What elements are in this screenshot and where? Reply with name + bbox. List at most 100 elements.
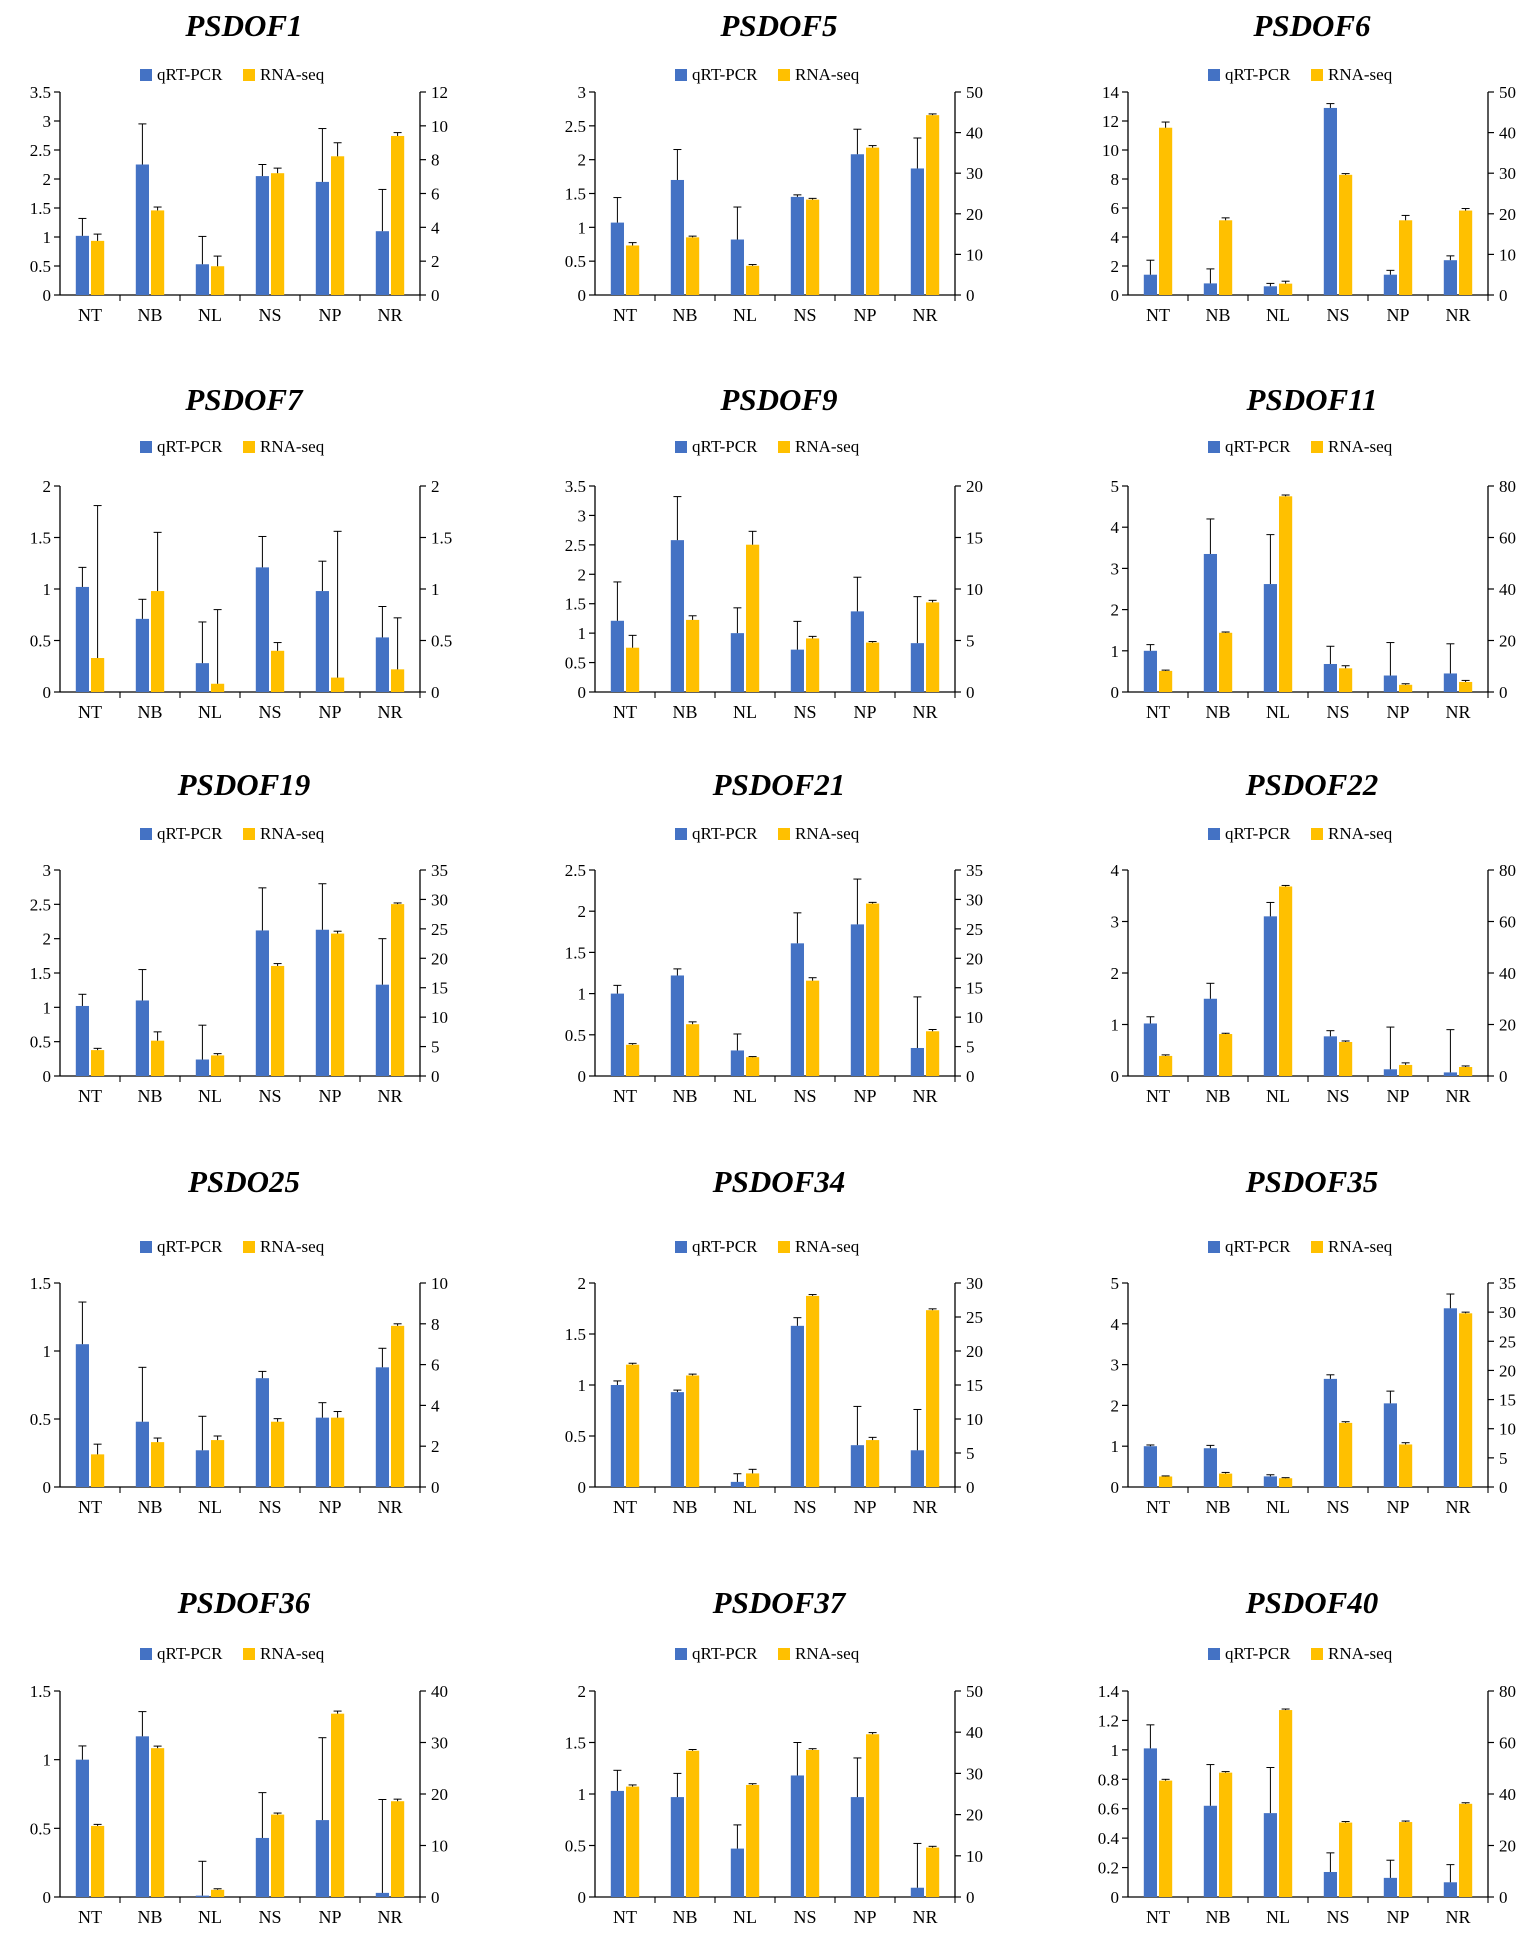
right-tick-label: 0 xyxy=(1499,683,1508,702)
left-tick-label: 1 xyxy=(1111,642,1120,661)
bar-qrt-pcr xyxy=(315,181,329,295)
legend-swatch-rna-seq xyxy=(1311,1648,1323,1660)
left-tick-label: 3 xyxy=(1111,913,1120,932)
right-tick-label: 0 xyxy=(966,683,975,702)
bar-rna-seq xyxy=(1459,210,1473,295)
x-category-label: NP xyxy=(318,305,341,325)
legend-label-rna-seq: RNA-seq xyxy=(795,824,860,843)
left-tick-label: 0 xyxy=(43,286,52,305)
legend-swatch-rna-seq xyxy=(778,69,790,81)
x-category-label: NR xyxy=(377,1497,402,1517)
bar-rna-seq xyxy=(1279,283,1293,295)
bar-qrt-pcr xyxy=(375,1367,389,1487)
right-tick-label: 5 xyxy=(431,1038,440,1057)
bar-rna-seq xyxy=(1339,1042,1353,1076)
bar-rna-seq xyxy=(926,1031,940,1076)
x-category-label: NP xyxy=(853,702,876,722)
bar-qrt-pcr xyxy=(1443,1072,1457,1076)
right-tick-label: 1.5 xyxy=(431,529,452,548)
left-tick-label: 4 xyxy=(1111,1315,1120,1334)
bar-rna-seq xyxy=(1219,1473,1233,1487)
bar-rna-seq xyxy=(391,669,405,692)
left-tick-label: 1.5 xyxy=(565,943,586,962)
chart-title: PSDOF6 xyxy=(1252,8,1371,43)
legend-swatch-rna-seq xyxy=(243,69,255,81)
chart-title: PSDO25 xyxy=(187,1164,300,1199)
x-category-label: NS xyxy=(258,1497,281,1517)
right-tick-label: 2 xyxy=(431,477,440,496)
right-tick-label: 20 xyxy=(431,949,448,968)
right-tick-label: 10 xyxy=(966,1410,983,1429)
bar-qrt-pcr xyxy=(1203,283,1217,295)
x-category-label: NT xyxy=(1146,305,1170,325)
legend-swatch-rna-seq xyxy=(1311,69,1323,81)
legend-label-qrt-pcr: qRT-PCR xyxy=(692,1644,758,1663)
right-tick-label: 20 xyxy=(1499,632,1516,651)
x-category-label: NL xyxy=(1266,1086,1290,1106)
x-category-label: NP xyxy=(1386,1907,1409,1927)
left-tick-label: 2.5 xyxy=(565,861,586,880)
left-tick-label: 4 xyxy=(1111,518,1120,537)
legend-swatch-qrt-pcr xyxy=(140,1648,152,1660)
legend-label-qrt-pcr: qRT-PCR xyxy=(1225,1237,1291,1256)
x-category-label: NL xyxy=(198,1497,222,1517)
right-tick-label: 40 xyxy=(1499,124,1516,143)
x-category-label: NR xyxy=(377,1907,402,1927)
legend-swatch-qrt-pcr xyxy=(1208,69,1220,81)
left-tick-label: 0 xyxy=(578,683,587,702)
bar-qrt-pcr xyxy=(850,924,864,1076)
bar-rna-seq xyxy=(331,933,345,1076)
chart-panel: PSDOF11 qRT-PCR RNA-seq 0 1 2 3 4 5 0 20 40 60 80 NT NB… xyxy=(1111,382,1517,722)
left-tick-label: 1 xyxy=(43,998,52,1017)
bar-qrt-pcr xyxy=(75,586,89,692)
right-tick-label: 40 xyxy=(966,124,983,143)
bar-qrt-pcr xyxy=(195,264,209,295)
x-category-label: NB xyxy=(137,1497,162,1517)
bar-qrt-pcr xyxy=(670,975,684,1076)
left-tick-label: 2 xyxy=(578,902,587,921)
chart-title: PSDOF1 xyxy=(184,8,302,43)
bar-qrt-pcr xyxy=(1443,673,1457,692)
x-category-label: NS xyxy=(793,1497,816,1517)
left-tick-label: 1.5 xyxy=(565,1325,586,1344)
right-tick-label: 2 xyxy=(431,252,440,271)
bar-qrt-pcr xyxy=(375,637,389,692)
x-category-label: NL xyxy=(1266,305,1290,325)
bar-qrt-pcr xyxy=(375,231,389,295)
x-category-label: NR xyxy=(912,305,937,325)
bar-qrt-pcr xyxy=(1323,1378,1337,1487)
x-category-label: NT xyxy=(1146,702,1170,722)
right-tick-label: 0 xyxy=(1499,1067,1508,1086)
x-category-label: NR xyxy=(377,305,402,325)
bar-qrt-pcr xyxy=(1263,1476,1277,1487)
right-tick-label: 12 xyxy=(431,83,448,102)
left-tick-label: 0 xyxy=(43,1478,52,1497)
x-category-label: NT xyxy=(78,305,102,325)
left-tick-label: 2 xyxy=(1111,964,1120,983)
chart-title: PSDOF40 xyxy=(1245,1585,1379,1620)
left-tick-label: 14 xyxy=(1102,83,1120,102)
left-tick-label: 4 xyxy=(1111,861,1120,880)
chart-panel: PSDO25 qRT-PCR RNA-seq 0 0.5 1 1.5 0 2 4 6 8 10 NT NB N… xyxy=(30,1164,448,1517)
x-category-label: NT xyxy=(613,1497,637,1517)
bar-rna-seq xyxy=(271,650,285,692)
x-category-label: NT xyxy=(613,702,637,722)
bar-qrt-pcr xyxy=(255,1837,269,1897)
legend-label-qrt-pcr: qRT-PCR xyxy=(157,437,223,456)
left-tick-label: 1 xyxy=(43,580,52,599)
bar-qrt-pcr xyxy=(1383,274,1397,295)
left-tick-label: 0.8 xyxy=(1098,1770,1119,1789)
x-category-label: NL xyxy=(1266,1907,1290,1927)
bar-qrt-pcr xyxy=(135,1421,149,1487)
bar-qrt-pcr xyxy=(1443,260,1457,295)
bar-qrt-pcr xyxy=(195,1059,209,1076)
left-tick-label: 12 xyxy=(1102,112,1119,131)
bar-rna-seq xyxy=(1159,1055,1173,1076)
legend-swatch-rna-seq xyxy=(778,1241,790,1253)
bar-rna-seq xyxy=(686,237,700,295)
right-tick-label: 5 xyxy=(966,1038,975,1057)
chart-title: PSDOF5 xyxy=(719,8,837,43)
bar-qrt-pcr xyxy=(790,649,804,692)
bar-rna-seq xyxy=(151,1040,165,1076)
